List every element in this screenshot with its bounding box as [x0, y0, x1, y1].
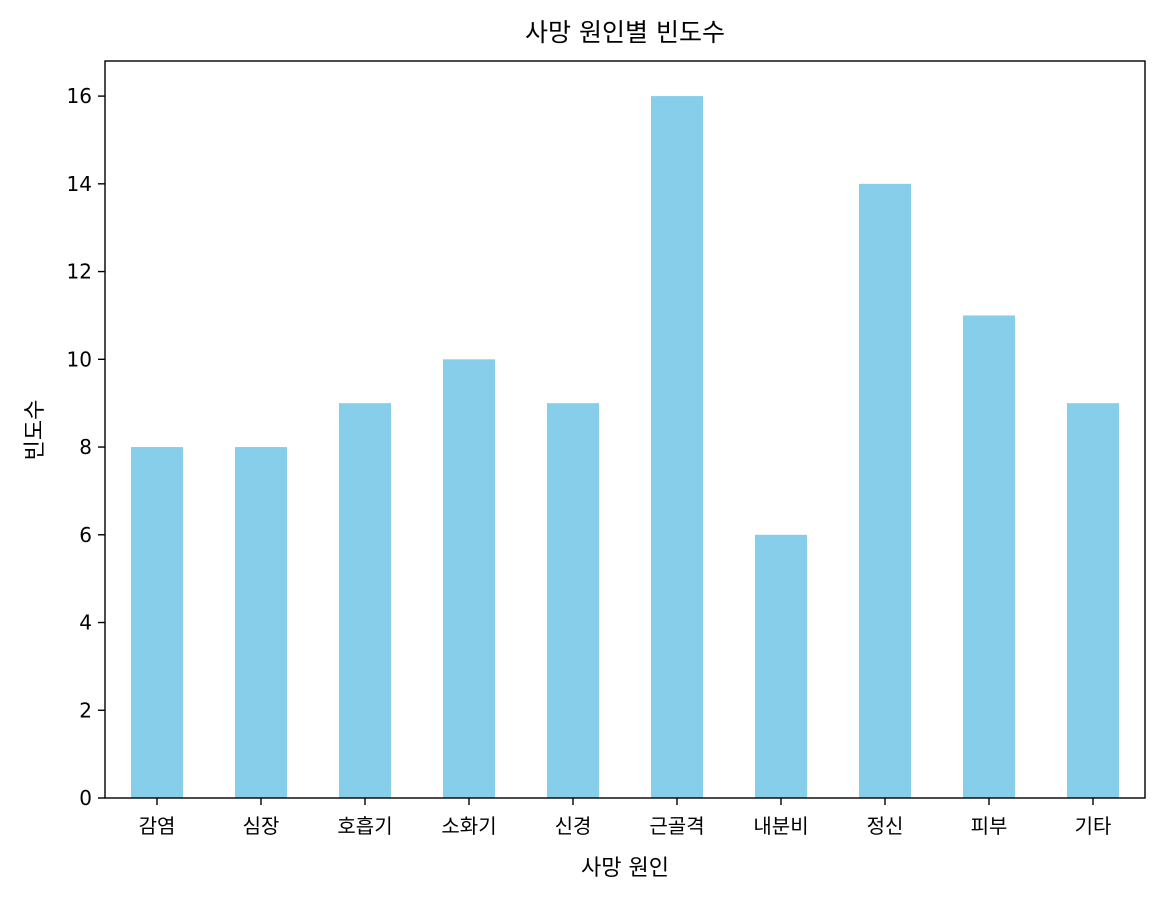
- x-tick-label: 정신: [867, 814, 904, 838]
- x-tick-label: 호흡기: [337, 814, 392, 838]
- x-axis: 감염 심장 호흡기 소화기 신경 근골격 내분비 정신 피부 기타: [139, 798, 1112, 838]
- y-tick-label: 14: [67, 172, 92, 196]
- x-tick-label: 피부: [971, 814, 1008, 838]
- x-tick-label: 심장: [243, 814, 280, 838]
- bar-신경: [547, 403, 599, 798]
- y-axis: 0 2 4 6 8 10 12 14 16: [67, 84, 105, 810]
- bar-소화기: [443, 359, 495, 798]
- y-tick-label: 4: [79, 611, 92, 635]
- y-tick-label: 0: [79, 786, 92, 810]
- y-tick-label: 10: [67, 347, 92, 371]
- bars-group: [131, 96, 1119, 799]
- y-axis-label: 빈도수: [23, 400, 48, 461]
- bar-근골격: [651, 96, 703, 799]
- y-tick-label: 8: [79, 435, 92, 459]
- plot-frame: [104, 60, 1146, 799]
- x-tick-label: 소화기: [441, 814, 496, 838]
- bar-피부: [963, 315, 1015, 798]
- x-tick-label: 기타: [1075, 814, 1112, 838]
- x-tick-label: 감염: [139, 814, 176, 838]
- chart-title: 사망 원인별 빈도수: [525, 18, 725, 47]
- y-tick-label: 12: [67, 260, 92, 284]
- bar-호흡기: [339, 403, 391, 798]
- x-tick-label: 근골격: [649, 814, 704, 838]
- bar-감염: [131, 447, 183, 798]
- bar-내분비: [755, 534, 807, 798]
- y-tick-label: 6: [79, 523, 92, 547]
- y-tick-label: 2: [79, 698, 92, 722]
- bar-정신: [859, 183, 911, 799]
- y-tick-label: 16: [67, 84, 92, 108]
- x-axis-label: 사망 원인: [581, 856, 669, 881]
- x-tick-label: 내분비: [753, 814, 808, 838]
- x-tick-label: 신경: [555, 814, 592, 838]
- bar-기타: [1067, 403, 1119, 798]
- bar-심장: [235, 447, 287, 798]
